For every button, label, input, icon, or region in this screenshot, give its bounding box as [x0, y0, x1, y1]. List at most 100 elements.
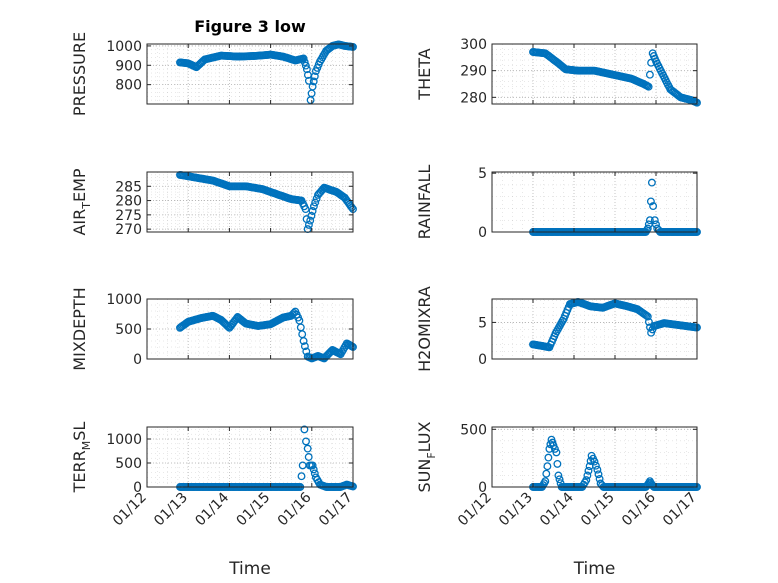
- sun_flux-point: [584, 466, 593, 475]
- sun_flux-axes-box: [491, 426, 698, 488]
- sun_flux-point: [553, 459, 562, 468]
- sun_flux-point: [586, 457, 595, 465]
- pressure-point: [308, 82, 317, 91]
- sun_flux-point: [590, 457, 599, 466]
- mixdepth-point: [300, 342, 309, 351]
- panel-rainfall: 0 5 RAINFALL: [415, 165, 701, 241]
- panel-pressure: 800 900 1000 PRESSURE Figure 3 low: [70, 17, 357, 116]
- air_temp-ytick-label: 275: [115, 208, 142, 224]
- h2omixra-point: [643, 312, 652, 321]
- sun_flux-xtick-label: 01/16: [619, 489, 659, 529]
- theta-ytick-label: 300: [460, 37, 487, 53]
- panel-h2omixra: 0 5 H2OMIXRA: [415, 286, 701, 372]
- sun_flux-point: [593, 465, 602, 474]
- sun_flux-point: [555, 475, 564, 484]
- h2omixra-ylabel: H2OMIXRA: [415, 286, 434, 372]
- panel-mixdepth: 0 500 1000 MIXDEPTH: [70, 287, 357, 371]
- mixdepth-point: [299, 337, 308, 345]
- mixdepth-ytick-label: 0: [133, 352, 142, 368]
- air_temp-ytick-label: 280: [115, 194, 142, 210]
- rainfall-point: [646, 197, 655, 206]
- terr_msl-ytick-label: 0: [133, 480, 142, 496]
- pressure-ylabel: PRESSURE: [70, 32, 89, 116]
- air_temp-point: [308, 207, 317, 215]
- sun_flux-point: [544, 453, 553, 462]
- air_temp-point: [309, 202, 318, 211]
- air_temp-axes-box: [146, 171, 354, 233]
- h2omixra-ytick-label: 5: [478, 315, 487, 331]
- terr_msl-axes-box: [146, 426, 354, 488]
- terr_msl-xtick-label: 01/17: [316, 490, 356, 530]
- pressure-point: [310, 72, 319, 81]
- air_temp-point: [304, 220, 313, 229]
- terr_msl-xtick-label: 01/14: [192, 489, 232, 529]
- rainfall-ytick-label: 0: [478, 225, 487, 241]
- terr_msl-point: [302, 437, 310, 446]
- h2omixra-axes-box: [491, 298, 698, 360]
- sun_flux-point: [541, 477, 550, 486]
- theta-axes-box: [491, 43, 698, 105]
- mixdepth-ytick-label: 500: [115, 322, 142, 338]
- rainfall-plot-area: [492, 172, 697, 232]
- rainfall-axes-box: [491, 171, 698, 233]
- pressure-point: [300, 58, 309, 67]
- terr_msl-xtick-label: 01/13: [151, 490, 191, 530]
- pressure-point: [299, 54, 308, 63]
- sun_flux-point: [591, 461, 600, 470]
- sun_flux-point: [594, 470, 603, 479]
- air_temp-ytick-label: 285: [115, 179, 142, 195]
- terr_msl-ytick-label: 1000: [106, 432, 142, 448]
- panel-theta: 280 290 300 THETA: [415, 37, 701, 107]
- terr_msl-point: [310, 469, 319, 478]
- sun_flux-xtick-label: 01/13: [496, 490, 536, 530]
- air_temp-point: [301, 205, 310, 214]
- air_temp-ylabel: AIRTEMP: [70, 168, 93, 235]
- terr_msl-xtick-label: 01/15: [234, 490, 274, 530]
- pressure-point: [301, 61, 310, 70]
- rainfall-point: [650, 216, 659, 225]
- air_temp-point: [306, 216, 315, 225]
- pressure-ytick-label: 800: [115, 78, 142, 94]
- sun_flux-xtick-label: 01/17: [660, 490, 700, 530]
- theta-ylabel: THETA: [415, 48, 434, 100]
- sun_flux-point: [595, 474, 604, 483]
- sun_flux-xlabel: Time: [573, 559, 616, 579]
- sun_flux-point: [582, 476, 591, 485]
- sun_flux-point: [554, 471, 563, 480]
- theta-point: [644, 82, 653, 91]
- sun_flux-ytick-label: 500: [460, 422, 487, 438]
- air_temp-point: [307, 211, 316, 220]
- terr_msl-point: [304, 453, 313, 461]
- sun_flux-ylabel: SUNFLUX: [415, 421, 438, 492]
- air_temp-point: [347, 203, 356, 212]
- rainfall-ytick-label: 5: [478, 166, 487, 182]
- sun_flux-point: [552, 448, 561, 457]
- theta-point: [645, 70, 654, 79]
- sun_flux-xtick-label: 01/12: [455, 490, 495, 530]
- figure-title: Figure 3 low: [194, 17, 306, 36]
- terr_msl-ylabel: TERRMSL: [70, 422, 93, 494]
- h2omixra-ytick-label: 0: [478, 352, 487, 368]
- terr_msl-xlabel: Time: [228, 559, 271, 579]
- terr_msl-point: [300, 425, 309, 434]
- pressure-ytick-label: 900: [115, 58, 142, 74]
- sun_flux-point: [542, 469, 551, 478]
- panel-terr_msl: 0 500 1000 01/12 01/13 01/14 01/15 01/16 01/17 TE…: [70, 422, 357, 579]
- pressure-point: [304, 76, 313, 85]
- sun_flux-xtick-label: 01/15: [578, 490, 618, 530]
- terr_msl-xtick-label: 01/16: [275, 489, 315, 529]
- terr_msl-point: [297, 472, 306, 481]
- theta-ytick-label: 290: [460, 64, 487, 80]
- pressure-point: [302, 65, 311, 74]
- pressure-axes-box: [146, 43, 354, 105]
- sun_flux-point: [583, 471, 592, 480]
- panel-sun_flux: 0 500 01/12 01/13 01/14 01/15 01/16 01/17 SUNFLU…: [415, 421, 701, 579]
- terr_msl-ytick-label: 500: [115, 456, 142, 472]
- terr_msl-point: [309, 465, 318, 474]
- sun_flux-xtick-label: 01/14: [537, 489, 577, 529]
- rainfall-point: [645, 216, 654, 225]
- rainfall-point: [647, 178, 656, 187]
- pressure-ytick-label: 1000: [106, 39, 142, 55]
- sun_flux-ytick-label: 0: [478, 480, 487, 496]
